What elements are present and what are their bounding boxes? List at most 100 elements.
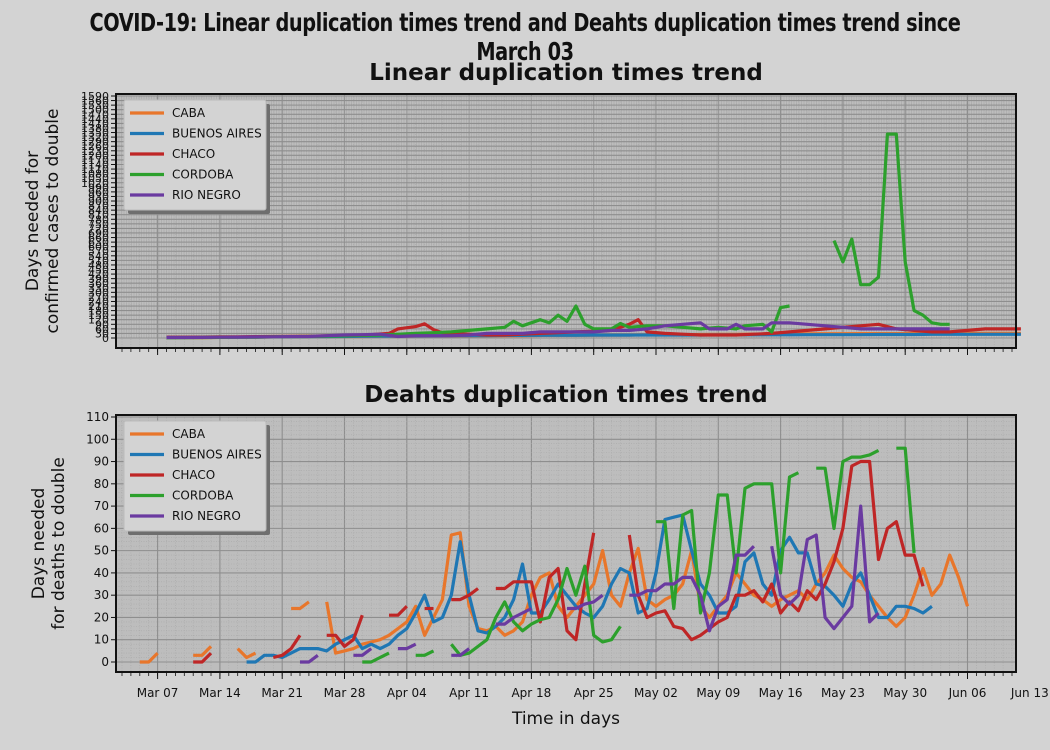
y-tick-label: 240 — [88, 295, 109, 308]
series-line-cordoba — [656, 471, 800, 615]
x-tick-label: May 16 — [759, 686, 803, 700]
x-tick-label: Mar 07 — [137, 686, 179, 700]
y-tick-label: 1230 — [81, 145, 109, 158]
series-line-rio-negro — [451, 647, 471, 657]
legend-label: BUENOS AIRES — [172, 448, 262, 462]
y-tick-label: 80 — [94, 477, 109, 491]
y-tick-label: 1020 — [81, 177, 109, 190]
y-tick-label: 60 — [94, 521, 109, 535]
y-tick-label: 90 — [94, 455, 109, 469]
series-line-caba — [236, 647, 257, 660]
y-tick-label: 70 — [94, 499, 109, 513]
series-line-rio-negro — [770, 504, 880, 631]
legend-label: CORDOBA — [172, 489, 234, 503]
figure-suptitle: COVID-19: Linear duplication times trend… — [89, 8, 961, 66]
y-tick-label: 50 — [94, 544, 109, 558]
y-tick-label: 270 — [88, 291, 109, 304]
panel-title: Deahts duplication times trend — [364, 382, 767, 408]
series-line-rio-negro — [353, 647, 373, 657]
y-tick-label: 150 — [88, 309, 109, 322]
y-tick-label: 90 — [95, 318, 109, 331]
y-tick-label: 10 — [94, 633, 109, 647]
series-line-rio-negro — [166, 321, 950, 340]
x-tick-label: Apr 18 — [511, 686, 551, 700]
y-tick-label: 840 — [88, 204, 109, 217]
y-axis-label-line: Days needed — [29, 488, 49, 600]
series-line-chaco — [389, 605, 408, 617]
panel-linear-duplication: 0306090120150180210240270300330360390420… — [23, 60, 1021, 355]
y-tick-label: 1200 — [81, 149, 109, 162]
series-line-rio-negro — [567, 593, 604, 611]
series-line-rio-negro — [300, 654, 319, 664]
y-axis-label-line: for deaths to double — [49, 457, 69, 630]
y-tick-label: 1140 — [81, 158, 109, 171]
y-tick-label: 120 — [88, 314, 109, 327]
y-tick-label: 210 — [88, 300, 109, 313]
x-tick-label: May 23 — [821, 686, 865, 700]
x-tick-label: Mar 14 — [199, 686, 241, 700]
legend-label: CABA — [172, 427, 206, 441]
y-tick-label: 630 — [88, 236, 109, 249]
plot-frame — [115, 93, 1017, 349]
series-line-cordoba — [450, 564, 622, 657]
y-tick-label: 30 — [95, 327, 109, 340]
y-tick-label: 720 — [88, 222, 109, 235]
y-tick-label: 1320 — [81, 131, 109, 144]
y-tick-label: 1080 — [81, 168, 109, 181]
series-line-caba — [193, 645, 213, 657]
y-axis-label-line: Days needed for — [23, 151, 43, 291]
y-tick-label: 1260 — [81, 140, 109, 153]
legend-label: CHACO — [172, 147, 215, 161]
series-line-chaco — [495, 532, 596, 642]
y-axis-label: Days needed forconfirmed cases to double — [23, 109, 63, 334]
y-tick-label: 110 — [86, 410, 109, 424]
y-tick-label: 1290 — [81, 136, 109, 149]
y-tick-label: 1440 — [81, 113, 109, 126]
legend: CABA BUENOS AIRES CHACO CORDOBA RIO NEGRO — [123, 420, 270, 535]
y-tick-label: 180 — [88, 305, 109, 318]
y-tick-label: 660 — [88, 232, 109, 245]
y-tick-label: 1560 — [81, 95, 109, 108]
x-tick-label: Jun 13 — [1010, 686, 1049, 700]
y-tick-label: 930 — [88, 190, 109, 203]
x-tick-label: Mar 21 — [261, 686, 303, 700]
y-tick-label: 990 — [88, 181, 109, 194]
y-tick-label: 480 — [88, 259, 109, 272]
y-tick-label: 780 — [88, 213, 109, 226]
y-tick-label: 1500 — [81, 104, 109, 117]
legend-label: CORDOBA — [172, 168, 234, 182]
x-tick-label: Apr 25 — [574, 686, 614, 700]
x-tick-label: Mar 28 — [324, 686, 366, 700]
y-tick-label: 40 — [94, 566, 109, 580]
series-line-chaco — [272, 634, 302, 660]
y-tick-label: 1110 — [81, 163, 109, 176]
legend-label: RIO NEGRO — [172, 509, 241, 523]
series-line-cordoba — [415, 649, 435, 657]
series-line-cordoba — [832, 132, 950, 326]
y-tick-label: 30 — [94, 588, 109, 602]
y-tick-label: 300 — [88, 286, 109, 299]
legend: CABA BUENOS AIRES CHACO CORDOBA RIO NEGRO — [123, 99, 270, 214]
x-tick-label: May 02 — [634, 686, 678, 700]
series-line-cordoba — [896, 446, 916, 554]
panel-deaths-duplication: 0 10 20 30 40 50 60 70 80 90 100 110 Deahts duplicat… — [29, 382, 1049, 729]
y-tick-label: 450 — [88, 264, 109, 277]
y-tick-label: 510 — [88, 254, 109, 267]
series-line-rio-negro — [629, 545, 756, 633]
y-tick-label: 540 — [88, 250, 109, 263]
legend-label: BUENOS AIRES — [172, 127, 262, 141]
y-tick-label: 900 — [88, 195, 109, 208]
y-tick-label: 1590 — [81, 90, 109, 103]
legend-box — [123, 99, 267, 211]
panel-title: Linear duplication times trend — [369, 60, 763, 86]
series-group — [166, 132, 1021, 340]
y-tick-label: 0 — [102, 332, 109, 345]
x-tick-label: Apr 11 — [449, 686, 489, 700]
series-line-chaco — [193, 651, 213, 664]
y-tick-label: 870 — [88, 200, 109, 213]
y-tick-label: 330 — [88, 282, 109, 295]
y-tick-label: 1470 — [81, 108, 109, 121]
y-tick-label: 960 — [88, 186, 109, 199]
x-tick-label: May 09 — [696, 686, 740, 700]
legend-label: CABA — [172, 106, 206, 120]
